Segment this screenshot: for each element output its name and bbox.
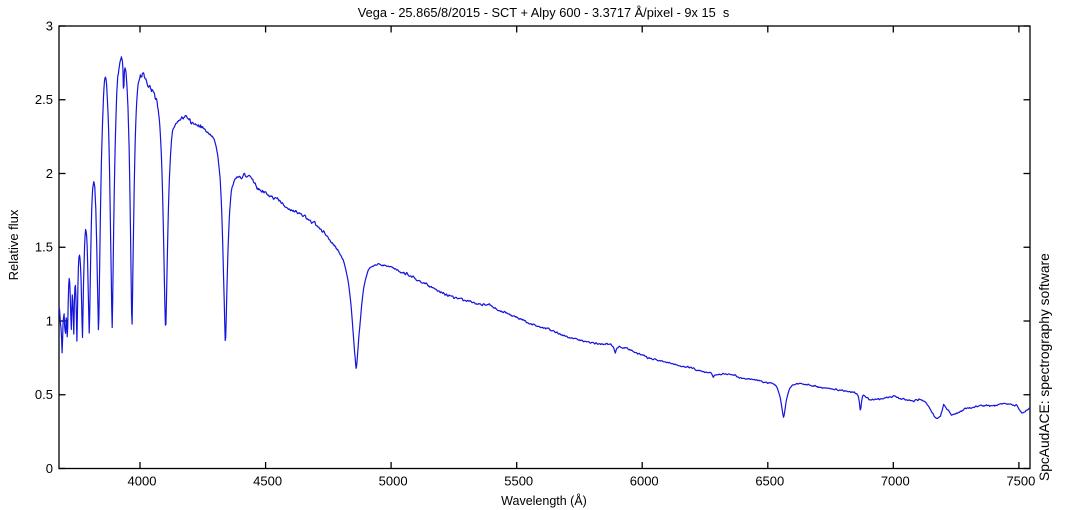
svg-text:SpcAudACE: spectrography softw: SpcAudACE: spectrography software [1037, 253, 1052, 481]
svg-text:Wavelength (Å): Wavelength (Å) [501, 493, 587, 508]
svg-text:7500: 7500 [1006, 474, 1035, 489]
svg-text:Vega - 25.865/8/2015 - SCT + A: Vega - 25.865/8/2015 - SCT + Alpy 600 - … [358, 5, 729, 20]
svg-text:7000: 7000 [881, 474, 910, 489]
svg-text:0.5: 0.5 [35, 387, 53, 402]
svg-text:1.5: 1.5 [35, 240, 53, 255]
svg-text:4000: 4000 [128, 474, 157, 489]
svg-text:6500: 6500 [755, 474, 784, 489]
svg-text:2: 2 [46, 166, 53, 181]
svg-text:5000: 5000 [379, 474, 408, 489]
svg-text:4500: 4500 [253, 474, 282, 489]
svg-text:5500: 5500 [504, 474, 533, 489]
svg-text:1: 1 [46, 313, 53, 328]
svg-text:0: 0 [46, 461, 53, 476]
svg-text:Relative flux: Relative flux [6, 209, 21, 280]
svg-text:2.5: 2.5 [35, 92, 53, 107]
svg-text:3: 3 [46, 18, 53, 33]
svg-text:6000: 6000 [630, 474, 659, 489]
